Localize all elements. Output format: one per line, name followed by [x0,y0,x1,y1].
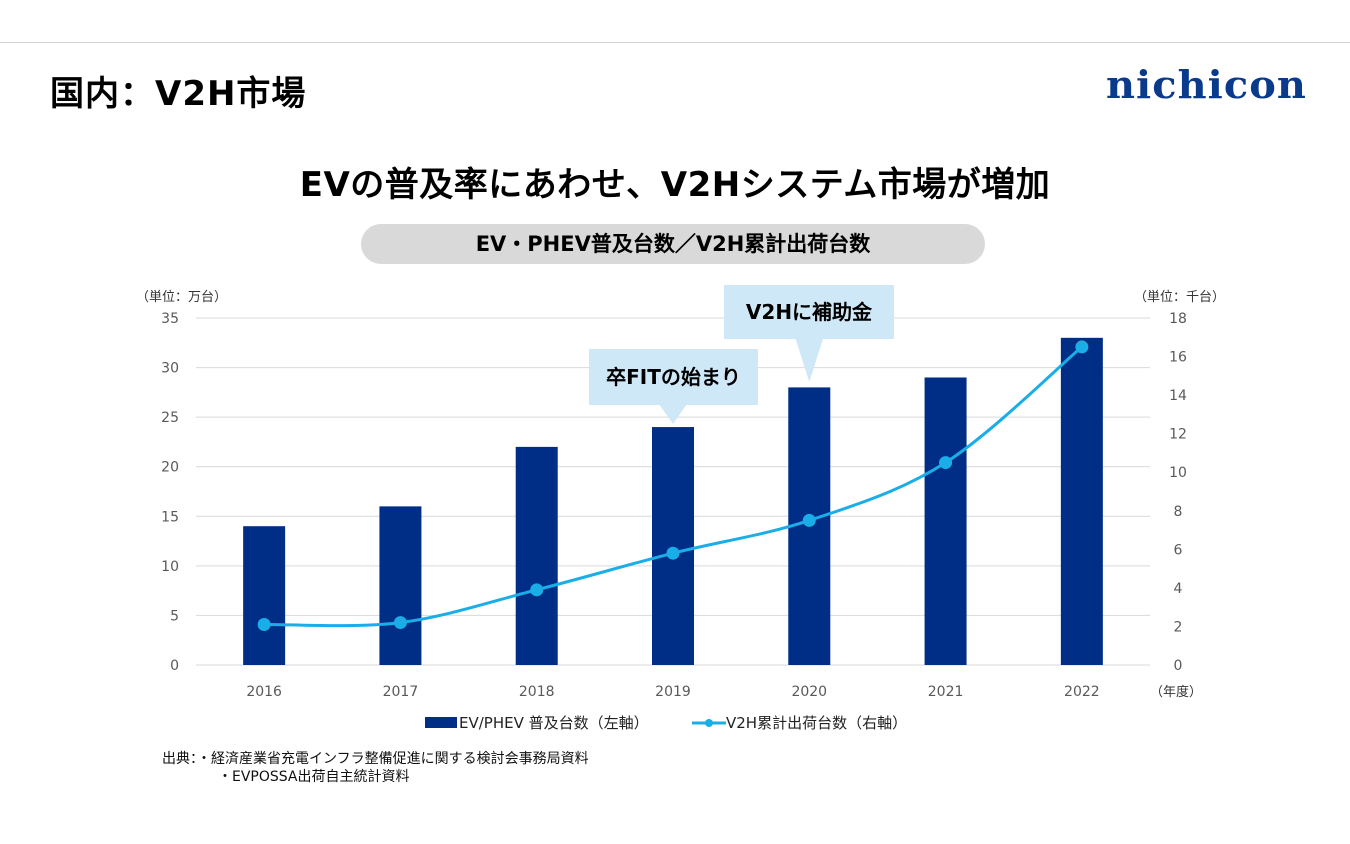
page-title: 国内：V2H市場 [50,74,307,114]
top-divider [0,42,1350,43]
left-tick-label: 20 [161,460,179,476]
left-tick-label: 0 [170,658,179,674]
left-tick-label: 30 [161,361,179,377]
x-tick-label: 2016 [246,684,282,700]
left-tick-label: 35 [161,311,179,327]
left-axis-unit: （単位：万台） [136,290,228,305]
right-tick-label: 0 [1174,658,1183,674]
legend-item-bar: EV/PHEV 普及台数（左軸） [425,712,649,733]
left-tick-label: 15 [161,509,179,525]
annotation-v2h-subsidy: V2Hに補助金 [724,285,894,339]
source-label: 出典： [162,751,197,767]
v2h-point-2017 [393,616,407,630]
bar-2021 [924,377,967,665]
bar-2022 [1060,337,1103,665]
legend-item-line: V2H累計出荷台数（右軸） [692,712,907,733]
v2h-point-2018 [530,583,544,597]
bar-2019 [652,427,694,665]
v2h-point-2022 [1075,340,1089,354]
x-tick-label: 2021 [928,684,964,700]
bar-2017 [379,506,422,665]
x-tick-label: 2022 [1064,684,1100,700]
right-axis-unit: （単位：千台） [1134,290,1226,305]
v2h-point-2021 [939,456,953,470]
right-tick-label: 10 [1169,465,1187,481]
left-tick-label: 25 [161,410,179,426]
x-tick-label: 2018 [519,684,555,700]
v2h-point-2016 [257,618,271,632]
right-tick-label: 6 [1174,542,1183,558]
chart-title: EV・PHEV普及台数／V2H累計出荷台数 [361,224,985,264]
source-note: 出典：・経済産業省充電インフラ整備促進に関する検討会事務局資料 ・EVPOSSA… [162,750,589,786]
right-tick-label: 18 [1169,311,1187,327]
annotation-text: 卒FITの始まり [606,365,741,389]
callout-pointer [795,338,824,382]
line-marker-icon [692,718,726,727]
annotation-text: V2Hに補助金 [745,300,873,324]
bar-2016 [243,526,286,665]
right-tick-label: 2 [1174,619,1183,635]
nichicon-logo: nichicon [1106,62,1307,107]
right-tick-label: 16 [1169,350,1187,366]
x-tick-label: 2017 [383,684,419,700]
headline: EVの普及率にあわせ、V2Hシステム市場が増加 [299,165,1051,205]
legend-label: EV/PHEV 普及台数（左軸） [459,714,649,732]
v2h-point-2020 [802,513,816,527]
x-tick-label: 2019 [655,684,691,700]
annotation-sotsu-fit: 卒FITの始まり [589,349,758,405]
callout-pointer [659,404,687,424]
right-tick-label: 8 [1174,504,1183,520]
v2h-point-2019 [666,546,680,560]
x-tick-label: 2020 [791,684,827,700]
x-axis-label: （年度） [1150,684,1202,700]
right-tick-label: 4 [1174,581,1183,597]
left-tick-label: 10 [161,559,179,575]
source-line: ・EVPOSSA出荷自主統計資料 [218,769,410,785]
bar-swatch-icon [425,717,457,728]
right-tick-label: 12 [1169,427,1187,443]
right-tick-label: 14 [1169,388,1187,404]
bar-2018 [515,446,558,665]
source-line: ・経済産業省充電インフラ整備促進に関する検討会事務局資料 [197,751,589,767]
legend-label: V2H累計出荷台数（右軸） [726,714,908,732]
left-tick-label: 5 [170,608,179,624]
